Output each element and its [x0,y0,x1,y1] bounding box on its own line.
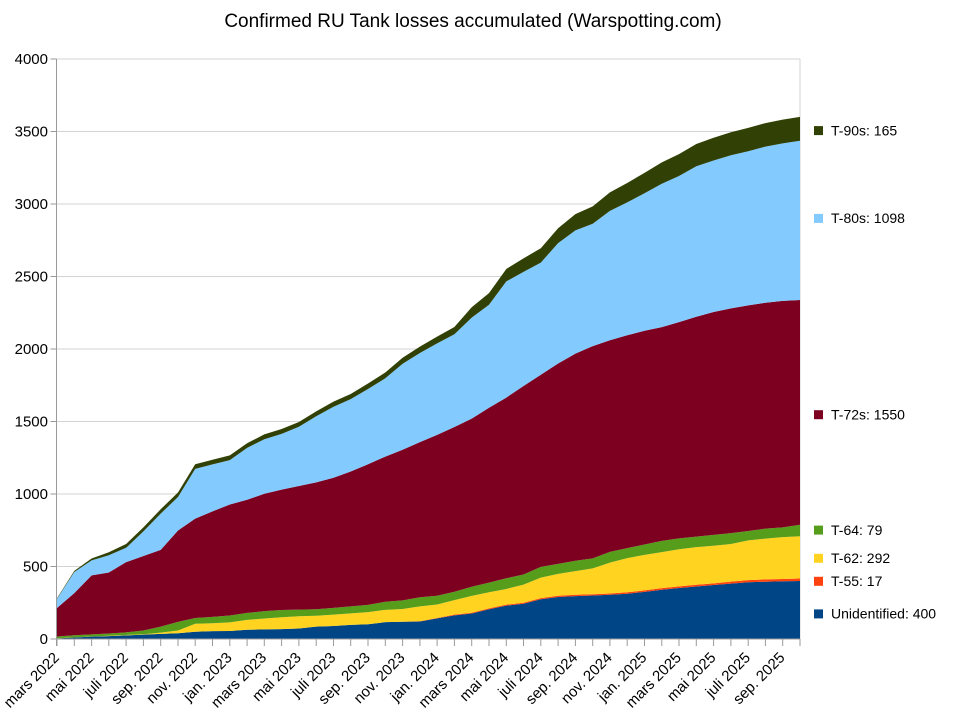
svg-text:T-72s: 1550: T-72s: 1550 [831,407,905,423]
svg-text:3500: 3500 [15,124,48,141]
svg-text:T-64: 79: T-64: 79 [831,522,883,538]
svg-text:Unidentified: 400: Unidentified: 400 [831,606,936,622]
svg-text:0: 0 [40,631,48,648]
svg-text:2500: 2500 [15,269,48,286]
svg-text:500: 500 [23,559,48,576]
svg-text:2000: 2000 [15,341,48,358]
svg-text:T-55: 17: T-55: 17 [831,573,883,589]
svg-text:T-90s: 165: T-90s: 165 [831,122,897,138]
svg-text:T-80s: 1098: T-80s: 1098 [831,210,905,226]
svg-text:T-62: 292: T-62: 292 [831,550,890,566]
svg-text:1000: 1000 [15,486,48,503]
svg-text:4000: 4000 [15,51,48,68]
svg-text:3000: 3000 [15,196,48,213]
svg-text:Confirmed RU Tank losses accum: Confirmed RU Tank losses accumulated (Wa… [224,11,721,32]
svg-text:1500: 1500 [15,414,48,431]
